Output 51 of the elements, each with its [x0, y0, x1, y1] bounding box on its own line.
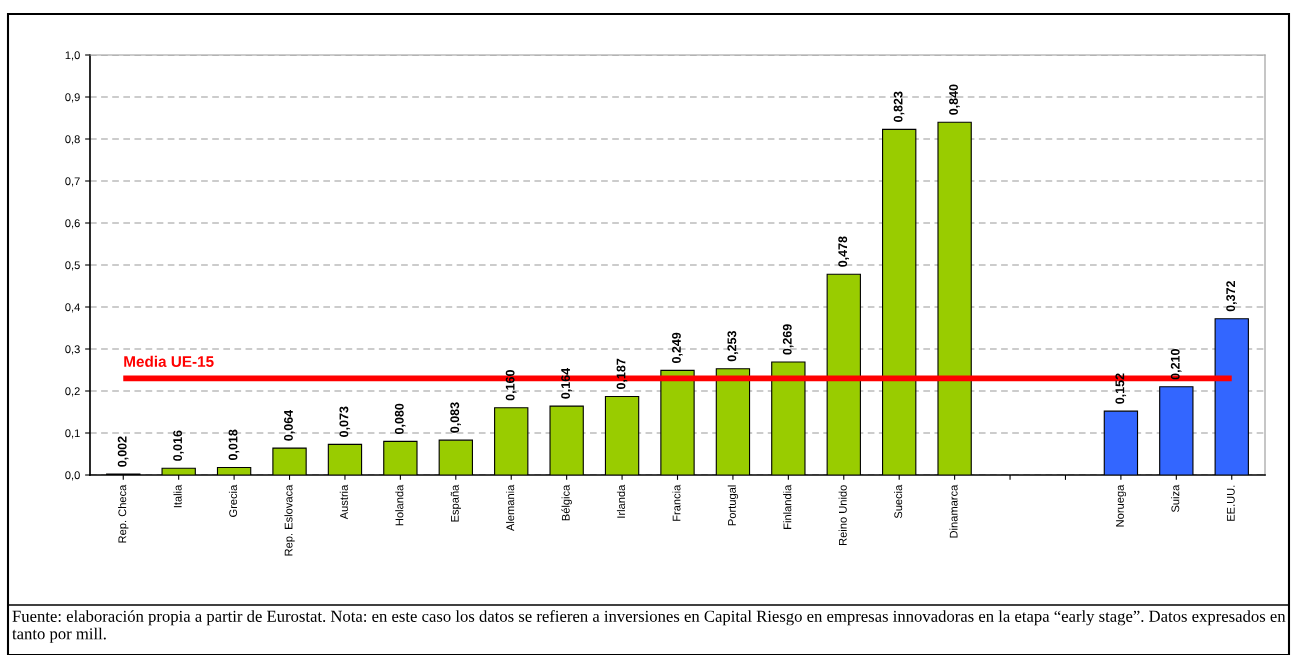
data-label: 0,083 [450, 402, 461, 433]
x-tick-label: Bélgica [561, 484, 572, 521]
y-tick-label: 0,1 [65, 429, 80, 439]
data-label: 0,253 [727, 330, 739, 362]
x-tick-label: Francia [672, 484, 681, 521]
data-label: 0,840 [949, 84, 960, 115]
x-tick-label: Rep. Checa [118, 484, 129, 543]
x-tick-label: Irlanda [616, 484, 626, 518]
x-tick-label: Noruega [1116, 484, 1127, 527]
data-label: 0,372 [1226, 281, 1237, 312]
x-tick-label: Suiza [1171, 484, 1180, 513]
y-tick-label: 0,9 [65, 93, 80, 103]
x-tick-label: Portugal [727, 485, 739, 526]
data-label: 0,018 [228, 429, 240, 460]
data-label: 0,164 [561, 367, 572, 399]
y-tick-label: 0,5 [65, 261, 80, 271]
x-tick-label: Dinamarca [949, 484, 958, 538]
y-tick-label: 0,3 [65, 345, 80, 355]
y-tick-label: 0,7 [65, 177, 80, 187]
data-label: 0,016 [173, 430, 184, 461]
x-tick-label: Rep. Eslovaca [284, 484, 295, 556]
x-tick-label: Italia [173, 484, 182, 508]
y-tick-label: 1,0 [65, 51, 80, 61]
ref-line-label: Media UE-15 [124, 355, 214, 367]
y-tick-label: 0,4 [65, 303, 80, 313]
x-tick-label: Alemania [506, 484, 515, 532]
data-label: 0,478 [838, 236, 849, 267]
source-note: Fuente: elaboración propia a partir de Eurostat. Nota: en este caso los datos se refieren a inversiones en Capital Riesgo en empresas innovadoras en la etapa “early stage”. Datos expresados en tanto por mill. [12, 610, 1286, 643]
data-label: 0,002 [117, 436, 129, 467]
data-label: 0,152 [1115, 373, 1127, 404]
x-tick-label: Grecia [228, 484, 238, 517]
x-tick-label: España [450, 484, 461, 522]
data-label: 0,269 [782, 324, 794, 355]
y-tick-label: 0,0 [65, 471, 80, 481]
y-tick-label: 0,2 [65, 387, 80, 397]
data-label: 0,160 [505, 370, 517, 401]
data-label: 0,210 [1170, 349, 1182, 380]
data-label: 0,064 [284, 409, 295, 441]
x-tick-label: Reino Unido [838, 485, 847, 545]
x-tick-label: Finlandia [783, 484, 792, 529]
data-label: 0,080 [394, 403, 406, 434]
data-label: 0,823 [893, 91, 905, 122]
data-label: 0,187 [616, 358, 628, 390]
x-tick-label: EE.UU. [1226, 485, 1235, 521]
data-label: 0,249 [672, 332, 683, 363]
x-tick-label: Holanda [395, 484, 404, 526]
y-tick-label: 0,8 [65, 135, 80, 145]
data-label: 0,073 [339, 406, 351, 437]
y-tick-label: 0,6 [65, 219, 80, 229]
x-tick-label: Suecia [894, 484, 903, 519]
x-tick-label: Austria [339, 484, 348, 520]
